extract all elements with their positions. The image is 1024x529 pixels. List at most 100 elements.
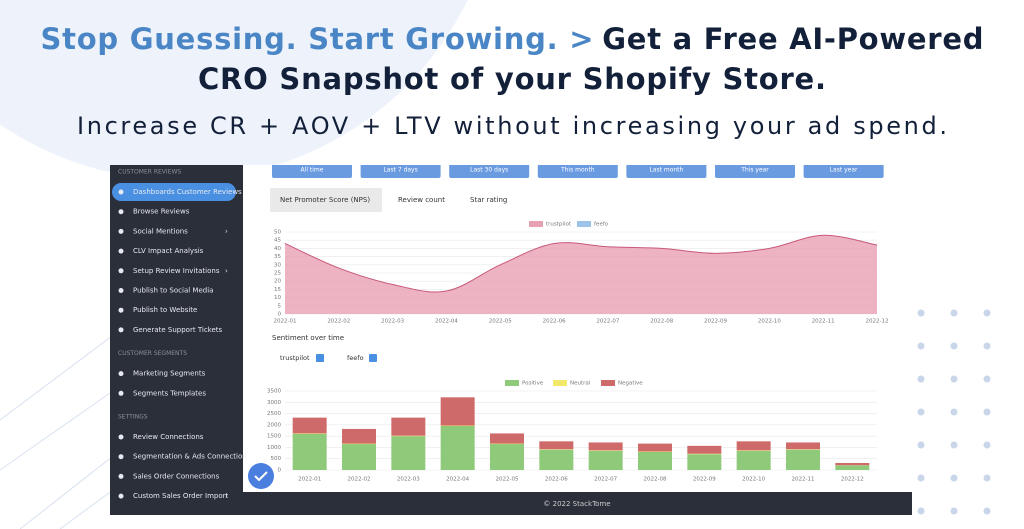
bar-segment <box>588 450 623 470</box>
bg-dot <box>917 342 925 350</box>
date-filter-label: This year <box>740 167 769 174</box>
x-tick-label: 2022-03 <box>381 319 404 325</box>
x-tick-label: 2022-05 <box>496 477 519 483</box>
x-tick-label: 2022-04 <box>446 477 469 483</box>
bar-segment <box>736 441 771 451</box>
x-tick-label: 2022-08 <box>644 477 667 483</box>
y-tick-label: 50 <box>274 230 281 236</box>
sidebar-item[interactable]: Setup Review Invitations <box>133 267 220 275</box>
sidebar-item[interactable]: Publish to Social Media <box>133 287 213 295</box>
fab-button[interactable] <box>248 463 274 489</box>
tab[interactable]: Review count <box>398 196 445 204</box>
y-tick-label: 0 <box>278 468 282 474</box>
sidebar-item[interactable]: Sales Order Connections <box>133 472 220 480</box>
bar-segment <box>835 465 870 470</box>
app-screenshot: © 2022 StackTome CUSTOMER REVIEWS Dashboa… <box>110 160 912 515</box>
x-tick-label: 2022-02 <box>348 477 371 483</box>
date-filter-label: All time <box>301 167 324 174</box>
x-tick-label: 2022-12 <box>866 319 889 325</box>
footer-bar <box>243 492 912 515</box>
sidebar-item[interactable]: Browse Reviews <box>133 208 190 216</box>
x-tick-label: 2022-05 <box>489 319 512 325</box>
bar-segment <box>638 443 672 452</box>
y-tick-label: 35 <box>274 254 281 260</box>
y-tick-label: 25 <box>274 271 281 277</box>
date-filter-button[interactable] <box>715 160 795 178</box>
date-filter-button[interactable] <box>360 160 441 178</box>
tab[interactable]: Star rating <box>470 196 507 204</box>
sidebar-section: SETTINGS <box>118 414 148 421</box>
bar-segment <box>539 441 574 450</box>
sidebar-item[interactable]: Publish to Website <box>133 306 197 314</box>
x-tick-label: 2022-01 <box>298 477 321 483</box>
sidebar-icon <box>118 493 124 499</box>
x-tick-label: 2022-12 <box>841 477 864 483</box>
x-tick-label: 2022-07 <box>594 477 617 483</box>
legend-label: Negative <box>618 381 643 387</box>
date-filter-label: Last year <box>830 167 858 174</box>
bg-dot <box>917 474 925 482</box>
bg-dot <box>917 309 925 317</box>
bar-segment <box>440 397 475 426</box>
bar-segment <box>687 454 722 470</box>
date-filter-button[interactable] <box>626 160 707 178</box>
date-filter-label: Last month <box>649 167 683 174</box>
filter-checkbox[interactable] <box>316 354 324 362</box>
y-tick-label: 1500 <box>267 434 281 440</box>
bar-segment <box>736 450 771 470</box>
legend-swatch <box>601 380 615 386</box>
sidebar-icon <box>118 327 124 333</box>
filter-label: feefo <box>347 354 364 362</box>
bg-dot <box>983 474 991 482</box>
x-tick-label: 2022-09 <box>704 319 727 325</box>
y-tick-label: 3500 <box>267 389 281 395</box>
x-tick-label: 2022-09 <box>693 477 716 483</box>
date-filter-button[interactable] <box>803 160 884 178</box>
legend-label: trustpilot <box>546 222 572 228</box>
date-filter-button[interactable] <box>272 160 352 178</box>
bar-segment <box>292 417 327 434</box>
sidebar-item[interactable]: Segmentation & Ads Connection <box>133 453 247 461</box>
y-tick-label: 500 <box>271 456 282 462</box>
submenu-arrow: › <box>225 492 228 500</box>
bar-segment <box>687 445 722 454</box>
sidebar-section: CUSTOMER SEGMENTS <box>118 350 187 357</box>
legend-swatch <box>553 380 567 386</box>
y-tick-label: 40 <box>274 246 281 252</box>
sidebar-section: CUSTOMER REVIEWS <box>118 169 181 176</box>
sidebar-item[interactable]: Social Mentions <box>133 227 188 235</box>
x-tick-label: 2022-04 <box>435 319 458 325</box>
y-tick-label: 15 <box>274 287 281 293</box>
sidebar-icon <box>118 228 124 234</box>
bar-segment <box>292 433 327 470</box>
date-filter-label: Last 7 days <box>383 167 417 174</box>
bg-dot <box>950 441 958 449</box>
sidebar-item[interactable]: Dashboards Customer Reviews <box>133 188 242 196</box>
date-filter-button[interactable] <box>537 160 618 178</box>
sidebar-item[interactable]: Marketing Segments <box>133 370 206 378</box>
tab-active <box>270 188 382 212</box>
bg-dot <box>983 408 991 416</box>
sidebar-item[interactable]: Review Connections <box>133 433 204 441</box>
y-tick-label: 2500 <box>267 411 281 417</box>
sidebar-icon <box>118 288 124 293</box>
fab-icon <box>254 471 268 482</box>
bg-dot <box>950 342 958 350</box>
sidebar-item[interactable]: Custom Sales Order Import <box>133 492 229 500</box>
legend-swatch <box>505 380 519 386</box>
sidebar-icon <box>118 434 124 440</box>
sidebar-icon <box>118 390 124 396</box>
y-tick-label: 1000 <box>267 445 281 451</box>
y-tick-label: 10 <box>274 295 281 301</box>
sidebar-item[interactable]: Generate Support Tickets <box>133 326 223 334</box>
date-filter-button[interactable] <box>449 160 530 178</box>
sidebar-item[interactable]: CLV Impact Analysis <box>133 247 204 255</box>
bar-segment <box>490 444 524 470</box>
sidebar-item[interactable]: Segments Templates <box>133 389 206 397</box>
tab[interactable]: Net Promoter Score (NPS) <box>280 196 370 204</box>
sidebar <box>110 165 243 515</box>
filter-checkbox[interactable] <box>369 354 377 362</box>
bg-dot <box>983 375 991 383</box>
area <box>285 235 877 314</box>
x-tick-label: 2022-11 <box>792 477 815 483</box>
